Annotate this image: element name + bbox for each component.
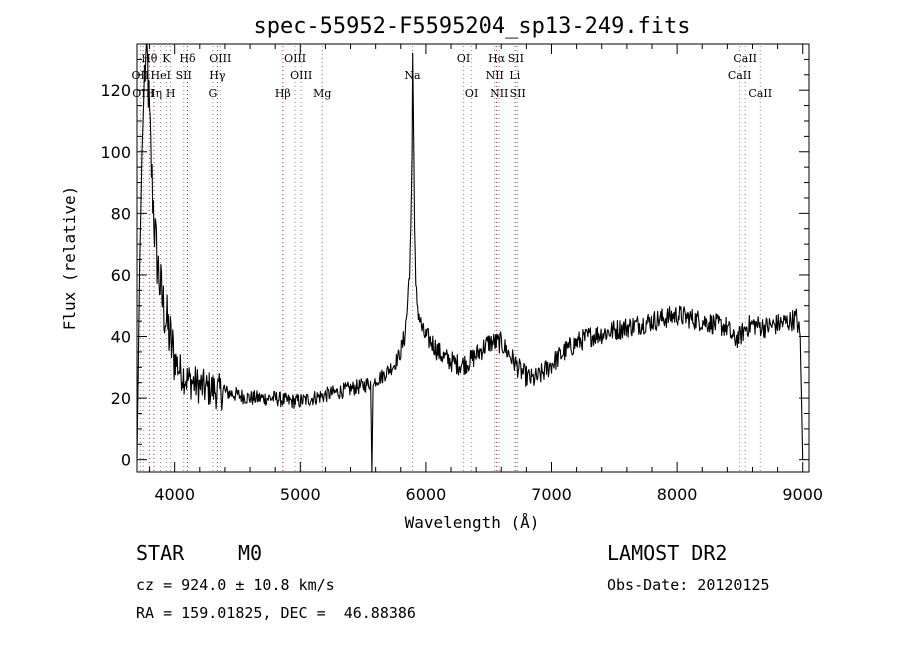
observation-date: Obs-Date: 20120125 <box>607 576 770 594</box>
y-tick-label: 40 <box>111 328 131 347</box>
line-label-1: K <box>162 52 171 65</box>
redshift-readout: cz = 924.0 ± 10.8 km/s <box>136 576 335 594</box>
line-label-4: OIII <box>284 52 306 65</box>
x-axis-label: Wavelength (Å) <box>405 513 540 532</box>
y-tick-label: 80 <box>111 204 131 223</box>
line-label-8: CaII <box>733 52 757 65</box>
survey-name: LAMOST DR2 <box>607 541 728 565</box>
line-label-9: OII <box>132 69 150 82</box>
x-tick-label: 6000 <box>406 485 447 504</box>
y-tick-label: 60 <box>111 266 131 285</box>
x-tick-label: 7000 <box>531 485 572 504</box>
line-label-10: HeI <box>151 69 171 82</box>
line-label-27: CaII <box>748 87 772 100</box>
line-label-16: Li <box>509 69 520 82</box>
y-tick-label: 120 <box>100 81 131 100</box>
line-label-17: CaII <box>728 69 752 82</box>
line-label-23: Mg <box>313 87 331 100</box>
spectrum-line <box>136 43 804 473</box>
line-label-24: OI <box>465 87 478 100</box>
line-label-2: Hδ <box>179 52 196 65</box>
line-label-3: OIII <box>209 52 231 65</box>
y-tick-label: 20 <box>111 389 131 408</box>
line-label-22: Hβ <box>275 87 291 100</box>
line-label-11: SII <box>176 69 192 82</box>
line-label-26: SII <box>510 87 526 100</box>
line-label-7: SII <box>508 52 524 65</box>
y-tick-label: 100 <box>100 143 131 162</box>
y-axis: 0 20 40 60 80 100 120 <box>100 58 809 470</box>
x-tick-label: 9000 <box>782 485 823 504</box>
line-label-13: OIII <box>290 69 312 82</box>
x-tick-label: 5000 <box>280 485 321 504</box>
line-label-20: H <box>166 87 176 100</box>
x-axis: 4000 5000 6000 7000 8000 9000 <box>149 44 823 504</box>
x-tick-label: 4000 <box>154 485 195 504</box>
line-label-12: Hγ <box>209 69 226 82</box>
line-label-15: NII <box>486 69 504 82</box>
coordinates-readout: RA = 159.01825, DEC = 46.88386 <box>136 604 416 622</box>
object-subclass: M0 <box>238 541 263 565</box>
spectrum-series <box>136 43 804 473</box>
line-label-19: Hη <box>146 87 162 100</box>
object-class: STAR <box>136 541 185 565</box>
plot-frame <box>136 43 810 473</box>
line-label-6: Hα <box>488 52 506 65</box>
line-label-21: G <box>208 87 217 100</box>
y-tick-label: 0 <box>121 451 131 470</box>
line-label-5: OI <box>457 52 470 65</box>
line-label-25: NII <box>490 87 508 100</box>
chart-title: spec-55952-F5595204_sp13-249.fits <box>253 14 690 39</box>
y-axis-label: Flux (relative) <box>60 186 79 331</box>
x-tick-label: 8000 <box>657 485 698 504</box>
